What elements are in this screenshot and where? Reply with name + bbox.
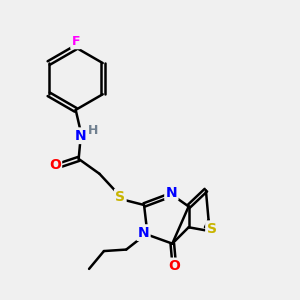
- Text: N: N: [138, 226, 149, 240]
- Text: S: S: [206, 222, 217, 236]
- Text: N: N: [74, 129, 86, 143]
- Text: F: F: [71, 35, 80, 48]
- Text: O: O: [49, 158, 61, 172]
- Text: N: N: [166, 185, 177, 200]
- Text: O: O: [168, 259, 180, 273]
- Text: H: H: [88, 124, 99, 137]
- Text: S: S: [115, 190, 125, 204]
